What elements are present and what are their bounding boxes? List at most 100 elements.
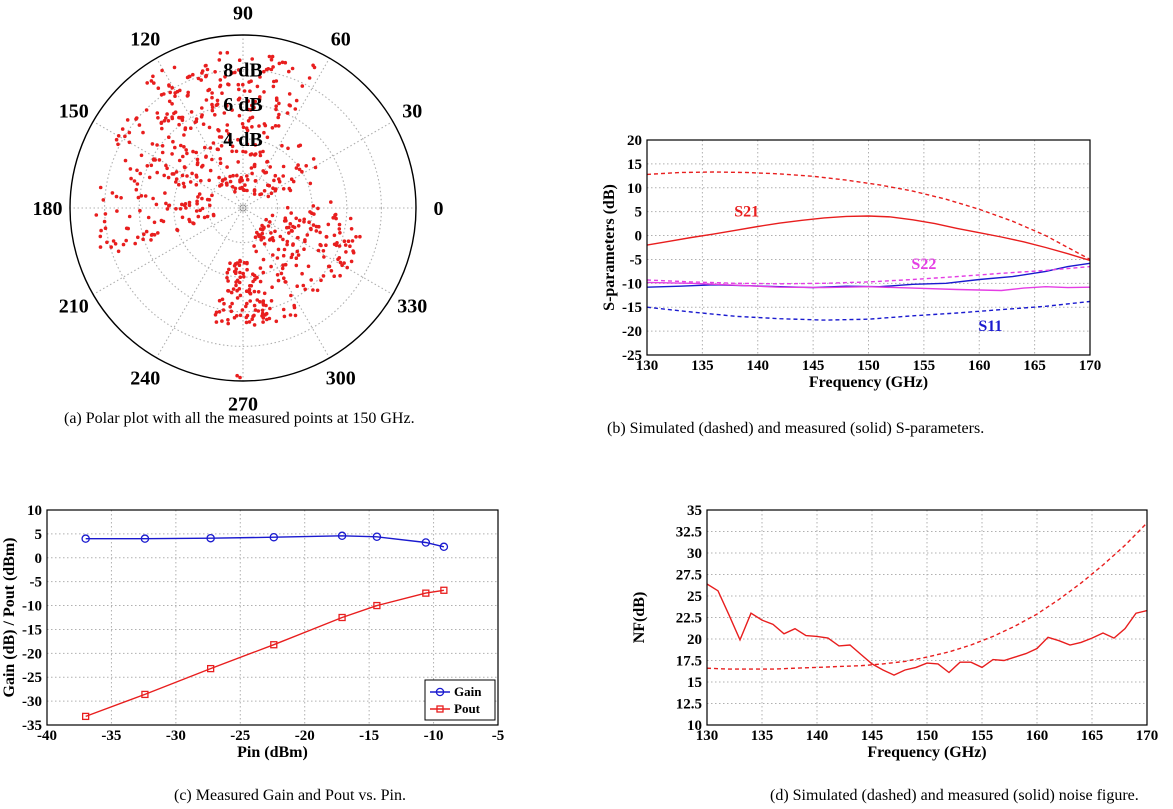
caption-b-text: (b) Simulated (dashed) and measured (sol…: [607, 420, 985, 437]
measured-point: [245, 177, 250, 182]
measured-point: [276, 124, 281, 128]
measured-point: [337, 227, 342, 231]
measured-point: [250, 125, 254, 129]
measured-point: [187, 203, 192, 208]
measured-point: [114, 194, 119, 199]
polar-angle-label: 60: [331, 29, 351, 51]
x-tick-label: 140: [747, 358, 770, 374]
x-tick-label: 140: [806, 728, 829, 744]
measured-point: [213, 70, 217, 74]
y-tick-label: 25: [687, 589, 702, 605]
y-tick-label: 10: [687, 718, 702, 734]
measured-point: [261, 257, 266, 262]
data-point-gain: [421, 538, 431, 547]
measured-point: [291, 243, 295, 247]
measured-point: [240, 308, 245, 312]
x-tick-label: 130: [636, 358, 659, 374]
measured-point: [254, 249, 258, 254]
measured-point: [258, 153, 263, 158]
measured-point: [259, 238, 263, 242]
polar-angle-label: 210: [59, 296, 89, 318]
series-line-0: [646, 171, 1091, 261]
y-tick-label: -25: [622, 348, 642, 364]
caption-b: (b) Simulated (dashed) and measured (sol…: [607, 418, 1127, 439]
series-group: [81, 531, 449, 721]
measured-point: [296, 224, 301, 228]
measured-point: [311, 223, 316, 227]
measured-point: [310, 211, 314, 215]
measured-point: [162, 92, 166, 96]
measured-point: [151, 74, 155, 79]
measured-point: [321, 274, 326, 278]
measured-point: [237, 87, 241, 92]
y-tick-label: 30: [687, 546, 702, 562]
y-tick-label: -5: [630, 252, 643, 268]
measured-point: [233, 70, 237, 75]
measured-point: [295, 249, 300, 254]
y-tick-label: -35: [22, 718, 42, 734]
series-line-4: [646, 265, 1091, 285]
measured-point: [203, 145, 207, 150]
measured-point: [261, 320, 265, 324]
measured-point: [138, 208, 142, 213]
measured-point: [283, 216, 288, 220]
measured-point: [269, 57, 274, 62]
measured-point: [282, 314, 287, 319]
polar-angle-labels: 0 30 60 90 120 150 180 210 240 270 300 330: [33, 3, 444, 416]
x-tick-label: 170: [1079, 358, 1102, 374]
measured-point: [226, 289, 231, 293]
measured-point: [243, 150, 248, 154]
measured-point: [160, 144, 165, 148]
measured-point: [269, 191, 274, 196]
measured-point: [228, 305, 232, 309]
measured-point: [210, 91, 214, 95]
measured-point: [204, 73, 209, 78]
measured-point: [333, 212, 338, 217]
measured-point: [98, 234, 103, 239]
measured-point: [334, 216, 338, 221]
measured-point: [234, 270, 238, 274]
measured-point: [239, 175, 243, 180]
data-point-gain: [337, 531, 347, 541]
measured-point: [119, 196, 123, 200]
measured-point: [149, 79, 154, 83]
measured-point: [120, 127, 125, 131]
measured-point: [206, 88, 210, 93]
y-tick-label: 20: [687, 632, 702, 648]
measured-point: [334, 243, 339, 248]
measured-point: [218, 83, 223, 88]
measured-point: [265, 160, 269, 164]
measured-point: [168, 90, 172, 95]
polar-angle-label: 180: [33, 198, 63, 220]
measured-point: [344, 250, 348, 254]
measured-point: [188, 180, 193, 184]
measured-point: [98, 185, 103, 190]
measured-point: [208, 146, 213, 150]
measured-point: [296, 235, 300, 240]
measured-point: [302, 217, 307, 222]
measured-point: [262, 242, 267, 246]
measured-point: [231, 173, 235, 178]
measured-point: [200, 165, 204, 169]
measured-point: [230, 71, 234, 75]
sparams-chart-panel: 130 135 140 145 150 155 160 165 170 -25 -20 -15 -10-…: [600, 130, 1120, 410]
measured-point: [230, 149, 234, 154]
y-axis-label: Gain (dB) / Pout (dBm): [1, 537, 18, 697]
measured-point: [275, 256, 280, 260]
y-tick-label: -25: [22, 670, 42, 686]
measured-point: [288, 222, 293, 226]
measured-point: [178, 207, 183, 211]
measured-point: [240, 178, 244, 183]
measured-point: [115, 209, 119, 213]
measured-point: [321, 249, 326, 253]
measured-point: [262, 189, 267, 193]
measured-point: [197, 192, 202, 196]
measured-point: [248, 152, 253, 157]
measured-point: [151, 196, 155, 201]
measured-point: [305, 233, 310, 237]
measured-point: [248, 284, 252, 288]
measured-point: [354, 235, 358, 239]
measured-point: [226, 279, 230, 283]
measured-point: [261, 270, 266, 275]
y-tick-label: 10: [627, 181, 642, 197]
